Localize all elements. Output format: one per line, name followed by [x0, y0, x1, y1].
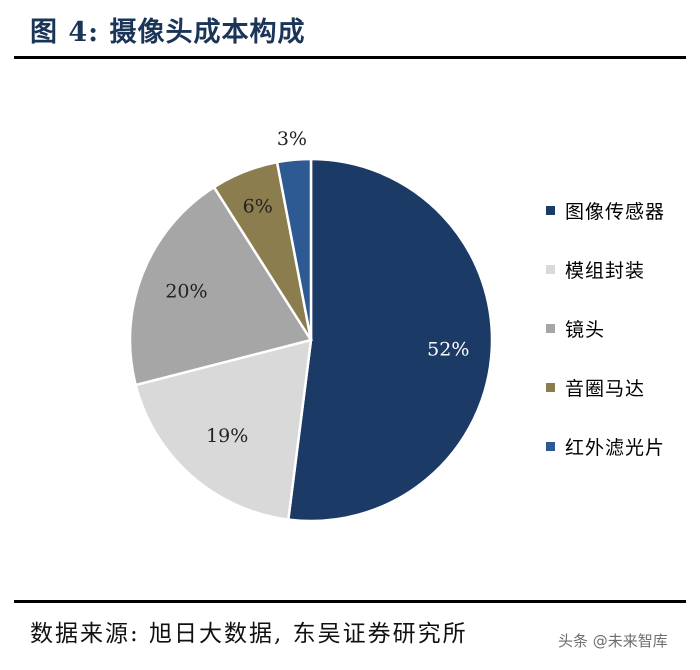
- pie-slice-2: [134, 338, 313, 521]
- legend-item-2: 模组封装: [546, 255, 665, 283]
- legend-swatch: [546, 205, 555, 215]
- pie-slice-1: [286, 157, 494, 523]
- legend-swatch: [546, 264, 555, 274]
- slice-value-label-1: 52%: [427, 339, 469, 361]
- pie-slice-3: [128, 185, 313, 387]
- pie-chart: 52% 19% 20% 6% 3%: [128, 128, 494, 523]
- legend-label: 图像传感器: [565, 200, 666, 223]
- legend-item-5: 红外滤光片: [546, 432, 665, 460]
- legend-item-3: 镜头: [546, 314, 665, 342]
- page-title: 图 4: 摄像头成本构成: [30, 17, 306, 48]
- legend-swatch: [546, 323, 555, 333]
- legend-label: 模组封装: [565, 259, 646, 282]
- slice-value-label-4: 6%: [243, 195, 273, 217]
- chart-legend: 图像传感器模组封装镜头音圈马达红外滤光片: [546, 196, 665, 491]
- data-source-note: 数据来源: 旭日大数据, 东吴证券研究所: [30, 621, 468, 647]
- legend-label: 镜头: [565, 318, 606, 341]
- slice-value-label-5: 3%: [277, 128, 307, 150]
- watermark: 头条 @未来智库: [558, 632, 668, 650]
- bottom-divider: [14, 600, 686, 603]
- legend-item-1: 图像传感器: [546, 196, 665, 224]
- top-divider: [14, 56, 686, 59]
- legend-swatch: [546, 441, 555, 451]
- slice-value-label-2: 19%: [206, 425, 248, 447]
- legend-label: 音圈马达: [565, 377, 646, 400]
- slice-value-label-3: 20%: [165, 281, 207, 303]
- pie-slice-5: [275, 157, 313, 341]
- legend-item-4: 音圈马达: [546, 373, 665, 401]
- legend-label: 红外滤光片: [565, 436, 666, 459]
- legend-swatch: [546, 382, 555, 392]
